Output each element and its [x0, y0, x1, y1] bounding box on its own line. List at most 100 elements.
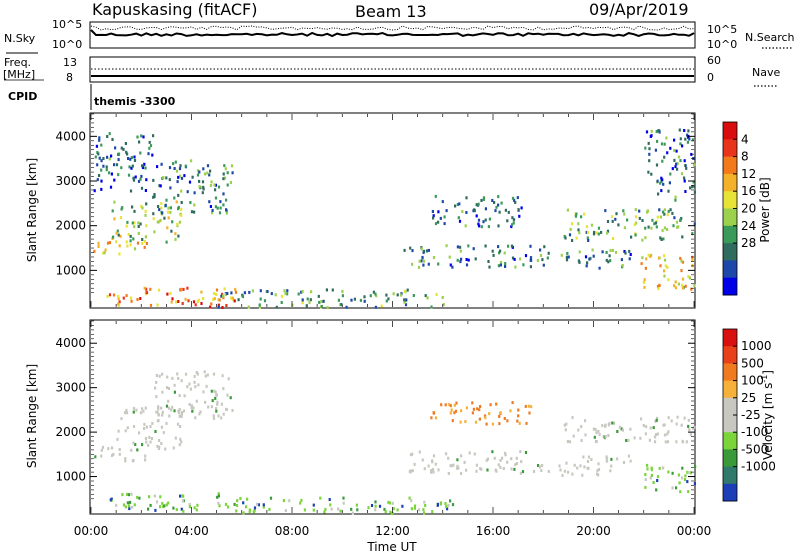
echo-cell [227, 377, 230, 381]
echo-cell [183, 174, 186, 178]
echo-cell [164, 447, 167, 451]
colorbar-swatch [723, 156, 737, 175]
echo-cell [513, 198, 516, 202]
echo-cell [174, 232, 177, 236]
echo-cell [149, 503, 152, 507]
echo-cell [230, 296, 233, 300]
echo-cell [126, 492, 129, 496]
echo-cell [372, 290, 375, 294]
echo-cell [193, 374, 196, 378]
echo-cell [600, 230, 603, 234]
echo-cell [584, 255, 588, 259]
echo-cell [266, 290, 269, 293]
echo-cell [163, 216, 166, 220]
echo-cell [329, 503, 332, 507]
echo-cell [622, 461, 626, 464]
echo-cell [673, 148, 676, 152]
echo-cell [681, 466, 684, 470]
echo-cell [633, 223, 636, 227]
echo-cell [150, 437, 153, 440]
echo-cell [213, 183, 216, 187]
echo-cell [658, 283, 661, 287]
echo-cell [123, 411, 127, 415]
echo-cell [158, 184, 161, 188]
echo-cell [482, 198, 485, 201]
echo-cell [144, 166, 147, 170]
echo-cell [139, 177, 142, 181]
echo-cell [225, 208, 228, 212]
echo-cell [486, 468, 489, 472]
echo-cell [275, 305, 278, 309]
echo-cell [113, 163, 116, 167]
echo-cell [113, 178, 116, 182]
echo-cell [403, 289, 406, 293]
echo-cell [95, 144, 98, 148]
colorbar-swatch [723, 260, 737, 279]
echo-cell [511, 401, 514, 405]
echo-cell [178, 414, 181, 418]
echo-cell [284, 292, 287, 295]
echo-cell [242, 501, 245, 505]
echo-cell [133, 225, 136, 229]
echo-cell [175, 200, 178, 204]
cpid-value: themis -3300 [94, 95, 176, 108]
echo-cell [145, 425, 148, 429]
echo-cell [143, 286, 146, 290]
echo-cell [100, 159, 103, 163]
echo-cell [663, 226, 666, 230]
echo-cell [318, 300, 321, 304]
echo-cell [640, 262, 643, 266]
echo-cell [577, 259, 580, 263]
echo-cell [644, 478, 647, 481]
echo-cell [117, 429, 120, 433]
echo-cell [641, 238, 644, 242]
echo-cell [167, 501, 170, 505]
echo-cell [444, 403, 447, 407]
echo-cell [681, 277, 685, 281]
echo-cell [634, 208, 637, 212]
echo-cell [684, 137, 687, 141]
echo-cell [233, 299, 236, 303]
echo-cell [215, 393, 218, 397]
echo-cell [671, 486, 674, 490]
x-tick-label: 00:00 [677, 524, 712, 538]
echo-cell [378, 504, 382, 508]
echo-cell [390, 511, 393, 515]
echo-cell [342, 501, 345, 505]
echo-cell [459, 260, 462, 264]
echo-cell [608, 254, 611, 258]
echo-cell [621, 428, 624, 432]
echo-cell [159, 505, 162, 509]
velocity-colorbar: 1000 500 100 25 -25 -100 -500 -1000 [722, 328, 776, 502]
echo-cell [465, 258, 468, 261]
echo-cell [629, 427, 632, 431]
echo-cell [542, 263, 545, 267]
echo-cell [503, 451, 507, 455]
echo-cell [467, 244, 470, 248]
echo-cell [536, 259, 539, 262]
echo-cell [537, 464, 540, 467]
colorbar-swatch [723, 173, 737, 192]
echo-cell [308, 300, 311, 304]
echo-cell [679, 256, 682, 260]
nsearch-trace [90, 25, 695, 31]
echo-cell [117, 297, 120, 301]
echo-cell [169, 210, 172, 214]
echo-cell [662, 182, 665, 186]
echo-cell [563, 469, 566, 473]
echo-cell [645, 130, 649, 134]
echo-cell [642, 280, 646, 284]
echo-cell [186, 385, 189, 389]
echo-cell [501, 456, 504, 460]
echo-cell [424, 504, 427, 507]
echo-cell [232, 298, 235, 302]
echo-cell [653, 440, 657, 444]
power-axes: 1000 2000 3000 4000 [55, 113, 695, 307]
echo-cell [369, 294, 372, 298]
echo-cell [656, 179, 659, 183]
echo-cell [173, 196, 176, 200]
echo-cell [130, 156, 133, 159]
echo-cell [420, 247, 423, 251]
echo-cell [653, 435, 657, 439]
echo-cell [503, 251, 506, 255]
